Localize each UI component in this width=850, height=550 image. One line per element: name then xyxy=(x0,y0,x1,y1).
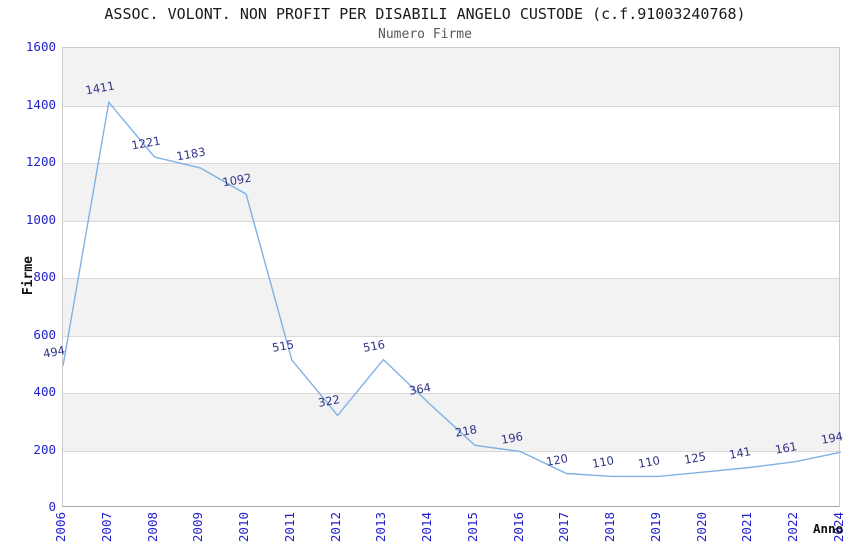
x-tick-label: 2022 xyxy=(785,512,801,543)
background-band xyxy=(63,278,839,336)
background-band xyxy=(63,393,839,451)
x-tick-label: 2019 xyxy=(647,512,663,543)
x-tick-label: 2020 xyxy=(693,512,709,543)
y-tick-label: 1400 xyxy=(25,96,56,112)
x-tick-label: 2016 xyxy=(510,512,526,543)
y-tick-label: 1600 xyxy=(25,39,56,54)
gridline xyxy=(63,393,839,394)
gridline xyxy=(63,163,839,164)
gridline xyxy=(63,450,839,452)
series-line xyxy=(63,100,841,478)
y-tick-label: 1200 xyxy=(25,154,56,169)
gridline xyxy=(63,278,839,279)
x-tick-label: 2013 xyxy=(373,512,389,543)
background-band xyxy=(63,163,839,221)
y-tick-label: 0 xyxy=(48,499,56,514)
y-tick-label: 1000 xyxy=(25,211,56,227)
background-band xyxy=(63,48,839,106)
y-tick-label: 600 xyxy=(33,326,56,342)
x-tick-label: 2008 xyxy=(144,512,160,543)
x-tick-label: 2007 xyxy=(98,512,114,543)
gridline xyxy=(63,105,839,107)
gridline xyxy=(63,335,839,337)
x-tick-label: 2021 xyxy=(739,512,755,543)
y-tick-label: 400 xyxy=(33,384,56,399)
x-tick-label: 2015 xyxy=(464,512,480,543)
series-line-svg xyxy=(63,100,841,478)
x-tick-label: 2012 xyxy=(327,512,343,543)
y-axis-title: Firme xyxy=(21,256,36,296)
plot-area xyxy=(62,47,841,507)
x-tick-label: 2006 xyxy=(53,512,68,543)
gridline xyxy=(63,220,839,222)
y-tick-label: 800 xyxy=(33,269,56,284)
x-tick-label: 2011 xyxy=(281,512,297,543)
x-axis-title: Anno xyxy=(813,521,844,536)
x-tick-label: 2018 xyxy=(602,512,618,543)
x-tick-label: 2014 xyxy=(419,512,435,543)
x-tick-label: 2017 xyxy=(556,512,572,543)
chart-subtitle: Numero Firme xyxy=(378,27,472,42)
chart-title: ASSOC. VOLONT. NON PROFIT PER DISABILI A… xyxy=(104,5,746,23)
x-tick-label: 2009 xyxy=(190,512,206,543)
y-tick-label: 200 xyxy=(33,441,56,457)
x-tick-label: 2010 xyxy=(236,512,252,543)
